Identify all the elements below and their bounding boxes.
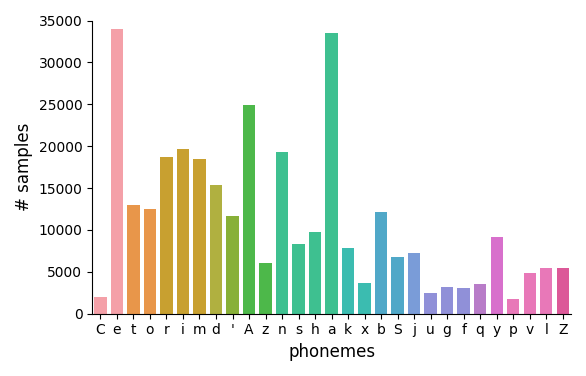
Y-axis label: # samples: # samples <box>15 123 33 211</box>
Bar <box>309 232 321 314</box>
Bar <box>276 152 288 314</box>
Bar <box>540 268 553 314</box>
Bar <box>474 284 486 314</box>
Bar <box>292 244 305 314</box>
Bar <box>226 216 239 314</box>
Bar <box>359 283 371 314</box>
Bar <box>523 273 536 314</box>
Bar <box>210 185 222 314</box>
X-axis label: phonemes: phonemes <box>288 343 375 361</box>
Bar <box>408 253 420 314</box>
Bar <box>127 205 139 314</box>
Bar <box>375 212 387 314</box>
Bar <box>441 287 454 314</box>
Bar <box>342 249 355 314</box>
Bar <box>260 264 272 314</box>
Bar <box>507 299 519 314</box>
Bar <box>325 33 338 314</box>
Bar <box>424 293 437 314</box>
Bar <box>490 237 503 314</box>
Bar <box>94 297 107 314</box>
Bar <box>177 149 189 314</box>
Bar <box>193 159 206 314</box>
Bar <box>111 29 123 314</box>
Bar <box>144 209 156 314</box>
Bar <box>458 288 470 314</box>
Bar <box>391 257 404 314</box>
Bar <box>243 105 255 314</box>
Bar <box>160 157 173 314</box>
Bar <box>557 268 569 314</box>
